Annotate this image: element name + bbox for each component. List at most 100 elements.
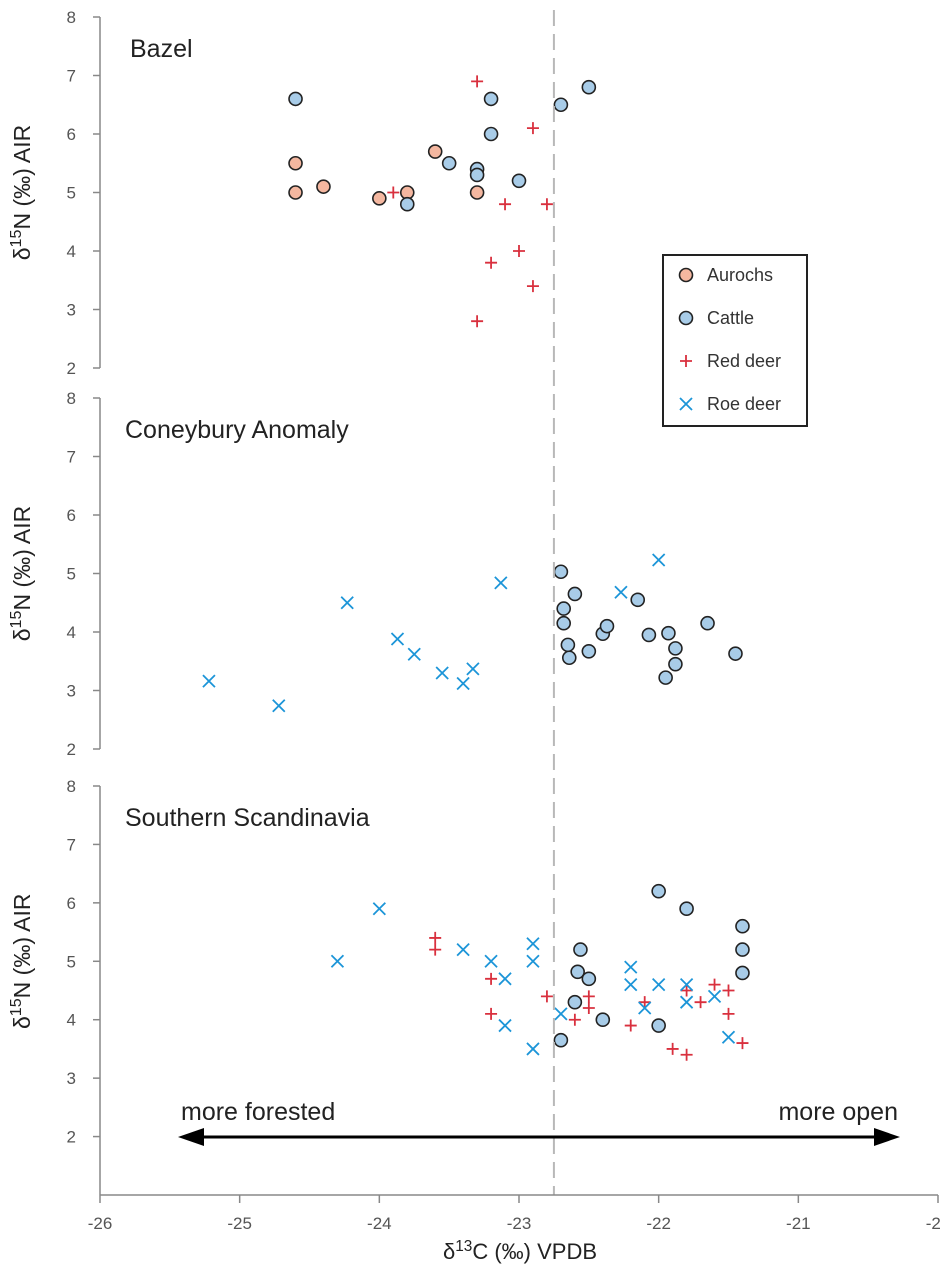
cattle-point (599, 618, 615, 634)
series-roe-deer (330, 902, 736, 1056)
red-deer-point (526, 280, 539, 293)
legend-label-roe-deer: Roe deer (707, 394, 781, 414)
cattle-point (651, 883, 666, 899)
cattle-point (511, 173, 527, 189)
y-tick-label: 7 (67, 67, 76, 86)
roe-deer-point (272, 699, 286, 713)
cattle-point (679, 901, 694, 917)
red-deer-point (694, 996, 707, 1009)
cattle-point (735, 942, 750, 957)
red-deer-point (499, 198, 512, 211)
y-tick-label: 8 (67, 389, 76, 408)
red-deer-point (471, 75, 484, 88)
red-deer-point (485, 972, 498, 985)
y-tick-label: 3 (67, 682, 76, 701)
aurochs-point (288, 185, 303, 200)
aurochs-point (288, 155, 303, 171)
cattle-point (651, 1018, 666, 1033)
x-tick-label: -25 (227, 1214, 252, 1233)
roe-deer-point (330, 954, 345, 968)
red-deer-point (736, 1037, 749, 1050)
y-tick-label: 3 (67, 1069, 76, 1088)
roe-deer-point (721, 1030, 736, 1044)
red-deer-point (722, 984, 735, 997)
y-axis-label: δ15N (‰) AIR (7, 125, 35, 261)
cattle-point (668, 656, 683, 672)
y-axis-label: δ15N (‰) AIR (7, 506, 35, 642)
y-tick-label: 2 (67, 740, 76, 759)
aurochs-point (427, 144, 443, 159)
x-tick-label: -20 (926, 1214, 941, 1233)
cattle-point (570, 964, 585, 980)
panels-layer: 2 3 4 5 6 7 8 δ15N (‰) AIR Bazel 2 3 4 5 6 7 8 δ15N (‰) … (7, 8, 750, 1195)
red-deer-point (429, 943, 442, 956)
roe-deer-point (407, 647, 421, 661)
cattle-point (567, 586, 583, 602)
cattle-point (553, 1032, 569, 1048)
roe-deer-point (526, 937, 540, 951)
panel-coneybury-anomaly: 2 3 4 5 6 7 8 δ15N (‰) AIR Coneybury Anomaly (7, 389, 743, 759)
red-deer-point (485, 1007, 498, 1020)
cattle-point (735, 918, 750, 934)
y-tick-label: 8 (67, 8, 76, 27)
red-deer-point (429, 931, 442, 944)
series-cattle (288, 79, 597, 212)
y-tick-label: 2 (67, 359, 76, 378)
aurochs-point (316, 179, 331, 194)
roe-deer-point (526, 1042, 540, 1056)
series-red-deer (387, 75, 553, 328)
panel-title: Southern Scandinavia (125, 804, 370, 832)
red-deer-point (526, 122, 539, 135)
roe-deer-point (390, 632, 405, 646)
red-deer-point (680, 1048, 693, 1061)
panel-bazel: 2 3 4 5 6 7 8 δ15N (‰) AIR Bazel (7, 8, 597, 378)
red-deer-point (722, 1007, 735, 1020)
roe-deer-point (614, 585, 628, 599)
panel-title: Coneybury Anomaly (125, 416, 349, 444)
cattle-point (735, 965, 750, 981)
series-red-deer (429, 931, 749, 1061)
cattle-point (556, 601, 571, 616)
roe-deer-point (456, 676, 470, 691)
cattle-point (581, 971, 597, 987)
cattle-point (661, 625, 676, 641)
red-deer-point (624, 1019, 637, 1032)
y-tick-label: 4 (67, 242, 76, 261)
red-deer-point (540, 990, 553, 1003)
cattle-point (553, 97, 569, 113)
roe-deer-point (624, 960, 638, 974)
legend-marker-red-deer (680, 355, 692, 367)
red-deer-point (513, 245, 525, 257)
series-roe-deer (202, 553, 666, 713)
y-tick-label: 6 (67, 125, 76, 144)
cattle-point (581, 79, 597, 95)
cattle-point (658, 670, 673, 685)
legend-marker-aurochs (678, 267, 694, 283)
roe-deer-point (624, 978, 638, 992)
roe-deer-point (340, 596, 354, 610)
cattle-point (560, 637, 576, 653)
cattle-point (399, 196, 415, 212)
cattle-point (288, 91, 303, 107)
arrow-left-head (178, 1128, 204, 1146)
roe-deer-point (679, 978, 694, 992)
roe-deer-point (638, 1001, 652, 1015)
cattle-point (700, 615, 715, 631)
y-tick-label: 8 (67, 777, 76, 796)
legend-label-red-deer: Red deer (707, 351, 781, 371)
red-deer-point (666, 1042, 679, 1055)
roe-deer-point (456, 942, 470, 957)
roe-deer-point (202, 674, 216, 688)
y-tick-label: 4 (67, 1011, 76, 1030)
roe-deer-point (652, 978, 666, 992)
series-cattle (553, 564, 743, 685)
x-tick-label: -21 (786, 1214, 811, 1233)
red-deer-point (540, 198, 553, 211)
roe-deer-point (466, 662, 480, 676)
annotation-more-forested: more forested (181, 1098, 335, 1126)
y-tick-label: 7 (67, 448, 76, 467)
cattle-point (567, 994, 583, 1010)
red-deer-point (582, 990, 595, 1003)
x-tick-label: -24 (367, 1214, 392, 1233)
cattle-point (441, 155, 457, 171)
